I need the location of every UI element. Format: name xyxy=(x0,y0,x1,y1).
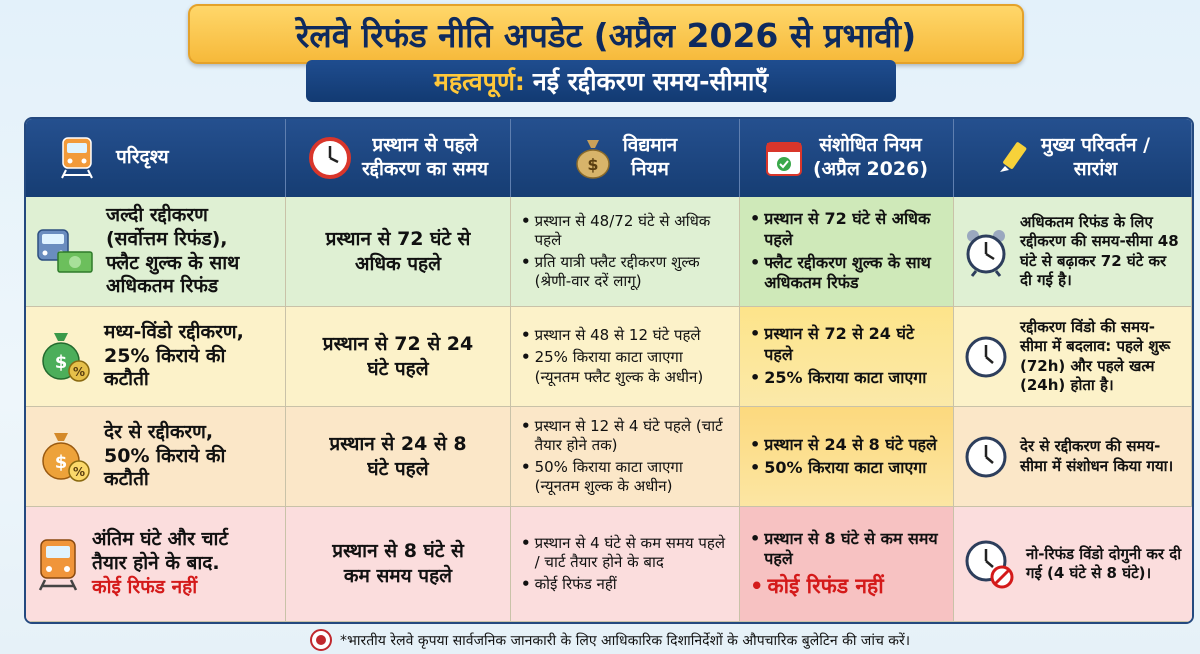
refund-table: परिदृश्य प्रस्थान से पहले रद्दीकरण का सम… xyxy=(24,117,1194,624)
row1-time-line2: अधिक पहले xyxy=(354,252,442,275)
row4-scenario-line1: अंतिम घंटे और चार्ट xyxy=(92,528,229,551)
row1-scenario-line4: अधिकतम रिफंड xyxy=(106,275,219,298)
subtitle-text: नई रद्दीकरण समय-सीमाएँ xyxy=(532,67,769,96)
col-header-existing-line1: विद्यमान xyxy=(622,134,678,157)
clock-no-icon xyxy=(965,540,1014,589)
row2-existing: • प्रस्थान से 48 से 12 घंटे पहले • 25% किर… xyxy=(511,307,740,407)
list-item: • प्रस्थान से 4 घंटे से कम समय पहले / चार… xyxy=(521,533,726,571)
row1-summary: अधिकतम रिफंड के लिए रद्दीकरण की समय-सीमा… xyxy=(954,197,1192,307)
list-item: • प्रस्थान से 24 से 8 घंटे पहले xyxy=(750,434,937,454)
col-header-scenario-label: परिदृश्य xyxy=(116,146,169,169)
row4-time-line1: प्रस्थान से 8 घंटे से xyxy=(332,540,464,563)
calendar-check-icon xyxy=(765,142,802,176)
row1-existing: • प्रस्थान से 48/72 घंटे से अधिक पहले • प्… xyxy=(511,197,740,307)
row1-scenario-line3: फ्लैट शुल्क के साथ xyxy=(106,251,240,274)
list-item: • 50% किराया काटा जाएगा xyxy=(750,458,927,477)
col-header-cancel-time: प्रस्थान से पहले रद्दीकरण का समय xyxy=(286,119,511,197)
row3-scenario: $ % देर से रद्दीकरण, 50% किराये की कटौती xyxy=(26,407,286,507)
row1-summary-text: अधिकतम रिफंड के लिए रद्दीकरण की समय-सीमा… xyxy=(1020,212,1179,290)
svg-text:$: $ xyxy=(587,155,598,174)
row4-scenario-line2: तैयार होने के बाद. xyxy=(92,552,220,575)
row2-summary-text: रद्दीकरण विंडो की समय-सीमा में बदलाव: पह… xyxy=(1020,317,1171,395)
clock-icon xyxy=(965,336,1007,377)
col-header-revised-line2: (अप्रैल 2026) xyxy=(812,158,929,180)
row4-summary-text: नो-रिफंड विंडो दोगुनी कर दी गई (4 घंटे स… xyxy=(1026,544,1182,583)
col-header-cancel-time-line1: प्रस्थान से पहले xyxy=(372,134,478,157)
list-item: • कोई रिफंड नहीं xyxy=(521,575,617,594)
row2-time-line1: प्रस्थान से 72 से 24 xyxy=(322,332,474,355)
row1-scenario-line1: जल्दी रद्दीकरण xyxy=(106,204,208,226)
train-icon xyxy=(38,539,78,591)
svg-text:$: $ xyxy=(55,352,68,373)
list-item: • प्रस्थान से 72 घंटे से अधिक पहले xyxy=(750,209,931,249)
col-header-revised: संशोधित नियम (अप्रैल 2026) xyxy=(740,119,954,197)
subtitle-highlight: महत्वपूर्ण: xyxy=(433,67,525,96)
col-header-summary-line2: सारांश xyxy=(1073,158,1118,180)
col-header-cancel-time-line2: रद्दीकरण का समय xyxy=(362,158,488,180)
row1-time-line1: प्रस्थान से 72 घंटे से xyxy=(325,227,471,250)
row1-time: प्रस्थान से 72 घंटे से अधिक पहले xyxy=(286,197,511,307)
list-item: • प्रस्थान से 12 से 4 घंटे पहले (चार्ट तै… xyxy=(521,416,723,454)
row2-time-line2: घंटे पहले xyxy=(367,357,429,380)
list-item: • कोई रिफंड नहीं xyxy=(750,573,884,598)
col-header-existing: $ विद्यमान नियम xyxy=(511,119,740,197)
row3-summary-text: देर से रद्दीकरण की समय-सीमा में संशोधन क… xyxy=(1020,437,1174,475)
row4-scenario: अंतिम घंटे और चार्ट तैयार होने के बाद. क… xyxy=(26,507,286,622)
money-bag-icon: $ xyxy=(576,140,610,179)
row1-revised: • प्रस्थान से 72 घंटे से अधिक पहले • फ्लैट… xyxy=(740,197,954,307)
col-header-summary: मुख्य परिवर्तन / सारांश xyxy=(954,119,1192,197)
row2-scenario-line1: मध्य-विंडो रद्दीकरण, xyxy=(104,320,244,343)
list-item: • फ्लैट रद्दीकरण शुल्क के साथ अधिकतम रिफं… xyxy=(750,253,931,293)
svg-text:$: $ xyxy=(55,452,68,473)
money-bag-percent-icon: $ % xyxy=(42,432,90,482)
row4-time-line2: कम समय पहले xyxy=(343,565,453,587)
row4-revised: • प्रस्थान से 8 घंटे से कम समय पहले • कोई … xyxy=(740,507,954,622)
list-item: • प्रस्थान से 48 से 12 घंटे पहले xyxy=(521,326,701,345)
row2-summary: रद्दीकरण विंडो की समय-सीमा में बदलाव: पह… xyxy=(954,307,1192,407)
row3-revised: • प्रस्थान से 24 से 8 घंटे पहले • 50% किरा… xyxy=(740,407,954,507)
list-item: • प्रस्थान से 8 घंटे से कम समय पहले xyxy=(750,528,938,569)
svg-text:%: % xyxy=(73,365,85,379)
row3-existing: • प्रस्थान से 12 से 4 घंटे पहले (चार्ट तै… xyxy=(511,407,740,507)
row2-time: प्रस्थान से 72 से 24 घंटे पहले xyxy=(286,307,511,407)
row1-scenario-line2: (सर्वोत्तम रिफंड), xyxy=(106,227,228,250)
alarm-clock-icon xyxy=(966,229,1006,277)
train-icon xyxy=(61,137,93,179)
row3-scenario-line2: 50% किराये की कटौती xyxy=(104,444,226,491)
row2-revised: • प्रस्थान से 72 से 24 घंटे पहले • 25% किर… xyxy=(740,307,954,407)
list-item: • 25% किराया काटा जाएगा xyxy=(750,368,927,388)
col-header-existing-line2: नियम xyxy=(631,158,669,180)
row4-time: प्रस्थान से 8 घंटे से कम समय पहले xyxy=(286,507,511,622)
svg-text:%: % xyxy=(73,465,85,479)
highlighter-icon xyxy=(999,142,1027,172)
col-header-revised-line1: संशोधित नियम xyxy=(819,134,922,157)
train-money-icon xyxy=(37,228,93,273)
row4-existing: • प्रस्थान से 4 घंटे से कम समय पहले / चार… xyxy=(511,507,740,622)
col-header-summary-line1: मुख्य परिवर्तन / xyxy=(1040,134,1151,157)
money-bag-percent-icon: $ % xyxy=(42,332,90,382)
list-item: • 50% किराया काटा जाएगा (न्यूनतम शुल्क के… xyxy=(521,458,683,496)
footer-text: *भारतीय रेलवे कृपया सार्वजनिक जानकारी के… xyxy=(340,632,911,649)
clock-icon xyxy=(309,137,352,179)
list-item: • 25% किराया काटा जाएगा (न्यूनतम फ्लैट शु… xyxy=(521,348,704,386)
list-item: • प्रति यात्री फ्लैट रद्दीकरण शुल्क (श्रे… xyxy=(521,253,700,291)
row3-time: प्रस्थान से 24 से 8 घंटे पहले xyxy=(286,407,511,507)
row2-scenario: $ % मध्य-विंडो रद्दीकरण, 25% किराये की क… xyxy=(26,307,286,407)
list-item: • प्रस्थान से 48/72 घंटे से अधिक पहले xyxy=(521,211,711,249)
row2-scenario-line2: 25% किराये की कटौती xyxy=(104,344,226,391)
row3-summary: देर से रद्दीकरण की समय-सीमा में संशोधन क… xyxy=(954,407,1192,507)
footer-note: *भारतीय रेलवे कृपया सार्वजनिक जानकारी के… xyxy=(310,627,910,653)
col-header-scenario: परिदृश्य xyxy=(26,119,286,197)
row4-scenario-no-refund: कोई रिफंड नहीं xyxy=(92,575,198,598)
list-item: • प्रस्थान से 72 से 24 घंटे पहले xyxy=(750,324,915,364)
page-subtitle: महत्वपूर्ण: नई रद्दीकरण समय-सीमाएँ xyxy=(306,60,896,102)
row3-time-line1: प्रस्थान से 24 से 8 xyxy=(329,432,467,455)
row4-summary: नो-रिफंड विंडो दोगुनी कर दी गई (4 घंटे स… xyxy=(954,507,1192,622)
clock-icon xyxy=(965,436,1007,477)
railway-logo-icon xyxy=(310,629,332,651)
row1-scenario: जल्दी रद्दीकरण (सर्वोत्तम रिफंड), फ्लैट … xyxy=(26,197,286,307)
row3-scenario-line1: देर से रद्दीकरण, xyxy=(104,420,214,443)
page-title: रेलवे रिफंड नीति अपडेट (अप्रैल 2026 से प… xyxy=(188,4,1024,64)
row3-time-line2: घंटे पहले xyxy=(367,457,429,480)
